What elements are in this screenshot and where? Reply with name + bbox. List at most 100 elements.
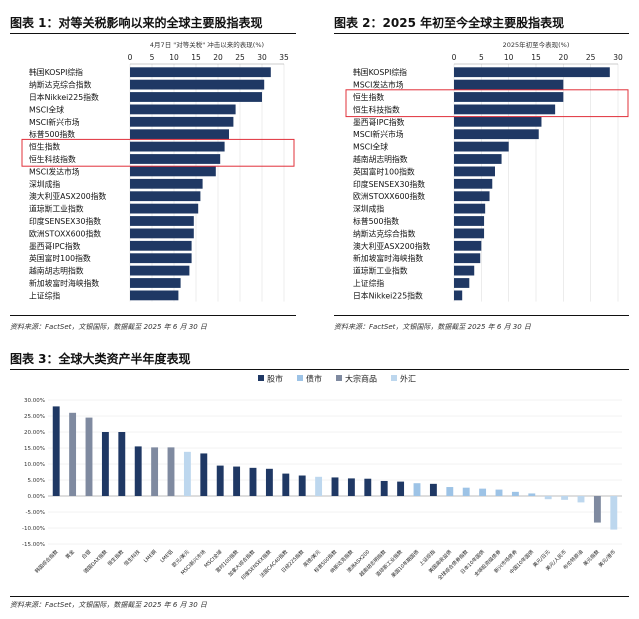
- bar: [118, 432, 126, 496]
- category-label: 恒生科技指数: [353, 104, 400, 114]
- category-label: 新加坡富时海峡指数: [353, 253, 423, 263]
- bar: [454, 79, 564, 90]
- x-tick-label: 20: [213, 53, 223, 62]
- category-label: 恒生科技: [123, 548, 142, 567]
- panel3-source: 资料来源：FactSet，文银国际，数据截至 2025 年 6 月 30 日: [10, 601, 207, 609]
- bar: [130, 116, 234, 127]
- category-label: LME铝: [159, 548, 175, 564]
- chart2-hbar: 2025年初至今表现(%) 0 5 10 15 20 25 30 韩国KOSPI综指 MSCI发达…: [345, 40, 629, 302]
- bar: [610, 496, 618, 530]
- bar: [454, 178, 493, 189]
- panel1-title-rule: [10, 33, 296, 34]
- bar: [454, 154, 502, 164]
- category-label: 深圳成指: [353, 204, 384, 214]
- category-label: 印度SENSEX30指数: [353, 179, 425, 189]
- category-label: 恒生指数: [29, 142, 60, 152]
- bar: [454, 278, 470, 288]
- legend-label: 债市: [306, 374, 322, 384]
- bar: [130, 253, 192, 264]
- category-label: 英国富时100指数: [29, 253, 91, 263]
- category-label: 新加坡富时海峡指数: [29, 278, 99, 288]
- bar: [454, 166, 495, 177]
- panel3-bottom-rule: [10, 596, 629, 597]
- bar: [331, 477, 339, 496]
- chart-title: 2025年初至今表现(%): [503, 40, 570, 49]
- bar: [454, 191, 490, 202]
- y-tick-label: 0.00%: [28, 494, 45, 500]
- category-label: 恒生科技指数: [29, 154, 76, 164]
- bar: [413, 483, 421, 496]
- bar: [446, 487, 454, 496]
- bar: [577, 496, 585, 503]
- x-tick-label: 30: [613, 53, 623, 62]
- category-label: 标普500指数: [353, 216, 399, 226]
- category-label: 印度SENSEX30指数: [29, 216, 101, 226]
- category-label: 韩国综合指数: [33, 548, 59, 574]
- x-tick-label: 15: [531, 53, 541, 62]
- bar: [130, 240, 192, 251]
- highlight-box: [21, 138, 295, 167]
- x-tick-label: 20: [559, 53, 569, 62]
- bar: [52, 406, 60, 496]
- bar: [130, 154, 221, 164]
- chart3-vbar: 股市 债市 大宗商品 外汇 -15.00% -10.00% -5.00% 0.00% 5.00%…: [22, 374, 622, 582]
- category-label: 欧洲STOXX600指数: [29, 228, 101, 238]
- x-tick-label: 5: [150, 53, 155, 62]
- bar: [130, 265, 190, 276]
- x-tick-label: 0: [128, 53, 133, 62]
- category-label: 深圳成指: [29, 179, 60, 189]
- bar: [130, 141, 225, 152]
- category-label: 越南胡志明指数: [353, 154, 408, 164]
- panel1-title: 图表 1：对等关税影响以来的全球主要股指表现: [10, 16, 263, 30]
- legend-label: 股市: [267, 374, 283, 384]
- panel2-title: 图表 2：2025 年初至今全球主要股指表现: [334, 16, 565, 30]
- category-label: MSCI全球: [353, 142, 388, 152]
- bar: [130, 191, 201, 202]
- x-tick-label: 35: [279, 53, 289, 62]
- bar: [561, 496, 569, 500]
- x-tick-label: 0: [452, 53, 457, 62]
- category-label: 白银: [80, 548, 92, 560]
- x-tick-label: 30: [257, 53, 267, 62]
- bar: [495, 489, 503, 496]
- bar: [528, 493, 536, 496]
- bar: [249, 467, 257, 496]
- y-tick-label: -5.00%: [26, 510, 45, 516]
- category-label: 标普500指数: [29, 129, 75, 139]
- bar: [454, 92, 564, 102]
- bar: [151, 447, 159, 496]
- bar: [454, 253, 481, 264]
- legend-label: 大宗商品: [345, 374, 377, 384]
- bar: [167, 447, 175, 496]
- category-label: MSCI新兴市场: [29, 117, 80, 127]
- bar: [130, 67, 271, 78]
- bar: [200, 453, 208, 496]
- category-label: 法国CAC40指数: [258, 548, 289, 579]
- y-tick-label: 10.00%: [24, 462, 45, 468]
- category-label: 美国10年期国债: [390, 548, 421, 579]
- legend-swatch-bond: [297, 375, 303, 381]
- bar: [454, 216, 485, 226]
- category-label: 黄金: [64, 548, 76, 560]
- bar: [298, 475, 306, 496]
- bar: [454, 116, 542, 127]
- category-label: LME铜: [142, 548, 158, 564]
- bar: [130, 228, 194, 239]
- category-label: 欧洲STOXX600指数: [353, 191, 425, 201]
- bar: [101, 432, 109, 496]
- bar: [454, 67, 610, 78]
- category-label: 恒生指数: [106, 548, 125, 567]
- panel2-source: 资料来源：FactSet，文银国际，数据截至 2025 年 6 月 30 日: [334, 323, 531, 331]
- bar: [347, 478, 355, 496]
- bar: [282, 473, 290, 496]
- panel3-title: 图表 3：全球大类资产半年度表现: [10, 352, 191, 366]
- x-tick-label: 5: [479, 53, 484, 62]
- bar: [130, 278, 181, 288]
- y-tick-label: 15.00%: [24, 446, 45, 452]
- bar: [454, 203, 486, 214]
- bar: [454, 129, 539, 140]
- y-tick-label: -10.00%: [22, 526, 45, 532]
- legend-swatch-equity: [258, 375, 264, 381]
- category-label: 上证综指: [29, 290, 60, 300]
- bar: [454, 240, 482, 251]
